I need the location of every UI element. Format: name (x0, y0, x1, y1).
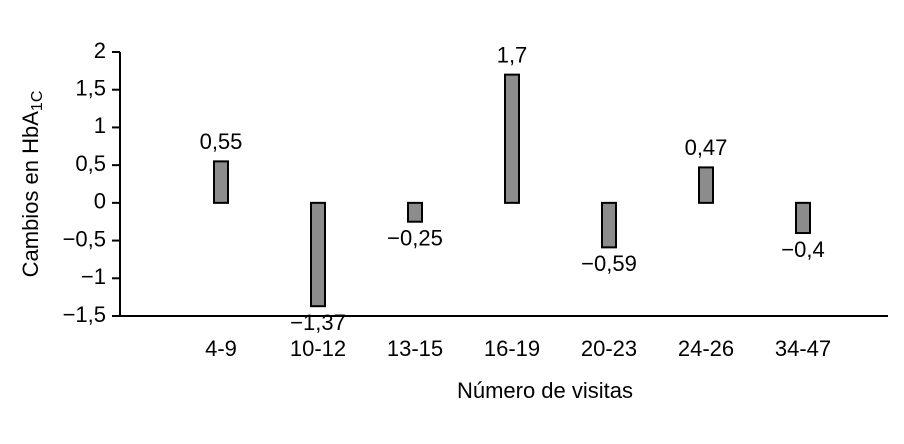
y-tick-label: −1,5 (63, 302, 106, 327)
y-axis-title-main: Cambios en HbA (18, 111, 43, 278)
bar (698, 166, 714, 204)
value-label: −0,59 (581, 251, 637, 276)
bar (601, 201, 617, 249)
bar (213, 160, 229, 204)
y-tick-label: −1 (81, 264, 106, 289)
value-label: 0,47 (685, 135, 728, 160)
bar (504, 73, 520, 204)
x-tick-label: 20-23 (581, 336, 637, 361)
value-label: 0,55 (200, 129, 243, 154)
y-tick-label: 2 (94, 38, 106, 63)
value-label: −0,25 (387, 226, 443, 251)
y-tick-label: 1 (94, 113, 106, 138)
bar (310, 201, 326, 308)
bar (795, 201, 811, 235)
y-tick-label: 0,5 (75, 151, 106, 176)
y-tick-label: 1,5 (75, 76, 106, 101)
x-tick-label: 24-26 (678, 336, 734, 361)
x-axis-title: Número de visitas (457, 378, 633, 403)
value-label: 1,7 (497, 42, 528, 67)
y-tick-label: −0,5 (63, 226, 106, 251)
y-axis-title: Cambios en HbA1C (18, 91, 46, 278)
bar (407, 201, 423, 223)
value-label: −0,4 (781, 237, 824, 262)
y-axis-title-sub: 1C (29, 91, 46, 111)
x-tick-label: 10-12 (290, 336, 346, 361)
x-tick-label: 16-19 (484, 336, 540, 361)
x-tick-label: 13-15 (387, 336, 443, 361)
x-tick-label: 34-47 (775, 336, 831, 361)
x-tick-label: 4-9 (205, 336, 237, 361)
value-label: −1,37 (290, 310, 346, 335)
y-tick-label: 0 (94, 189, 106, 214)
